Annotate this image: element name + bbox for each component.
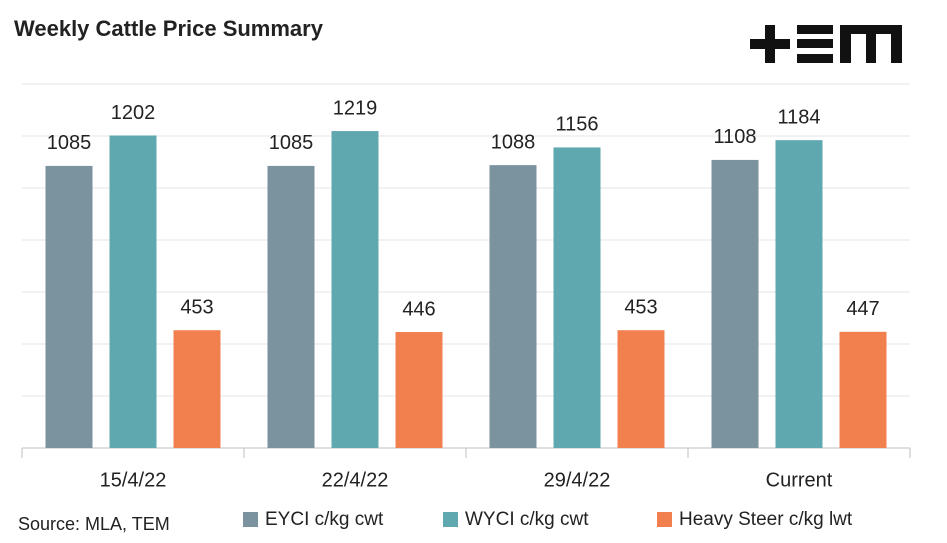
data-label: 1085 — [269, 132, 314, 154]
bar — [711, 159, 759, 449]
x-tick-label: 29/4/22 — [544, 469, 611, 491]
bar — [617, 330, 665, 448]
bar — [489, 165, 537, 448]
bar — [173, 330, 221, 448]
legend-label: WYCI c/kg cwt — [465, 509, 589, 530]
bar — [45, 165, 93, 448]
data-label: 453 — [624, 297, 657, 319]
legend-label: EYCI c/kg cwt — [265, 509, 384, 530]
legend-swatch — [657, 512, 672, 527]
bar — [395, 332, 443, 448]
bar — [109, 135, 157, 449]
source-note: Source: MLA, TEM — [18, 514, 170, 534]
x-tick-label: 15/4/22 — [100, 469, 167, 491]
legend-label: Heavy Steer c/kg lwt — [679, 509, 853, 530]
bar — [839, 331, 887, 448]
bar — [267, 165, 315, 448]
bar — [775, 140, 823, 448]
legend-swatch — [243, 512, 258, 527]
data-label: 1085 — [47, 132, 92, 154]
x-tick-label: Current — [766, 469, 833, 491]
data-label: 447 — [846, 298, 879, 320]
legend-swatch — [443, 512, 458, 527]
data-label: 446 — [402, 298, 435, 320]
data-label: 1088 — [491, 131, 536, 153]
x-tick-label: 22/4/22 — [322, 469, 389, 491]
logo — [750, 25, 902, 63]
bar — [553, 147, 601, 448]
data-label: 453 — [180, 297, 213, 319]
data-label: 1108 — [713, 126, 756, 148]
bar — [331, 131, 379, 448]
data-label: 1202 — [111, 102, 156, 124]
chart-title: Weekly Cattle Price Summary — [14, 16, 324, 41]
data-label: 1184 — [777, 106, 820, 128]
data-label: 1219 — [333, 97, 378, 119]
data-label: 1156 — [555, 114, 598, 136]
